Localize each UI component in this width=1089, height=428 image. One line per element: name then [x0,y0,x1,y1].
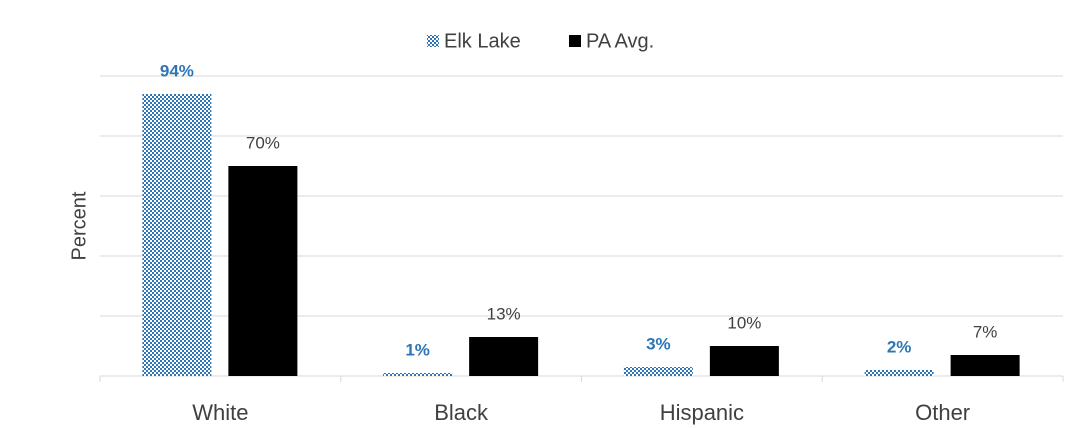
data-label: 94% [160,61,194,80]
bar [950,355,1020,376]
data-label: 10% [727,313,761,332]
bar [709,346,779,376]
data-label: 13% [487,304,521,323]
bar [864,370,934,376]
data-label: 70% [246,133,280,152]
x-tick-label: Other [915,400,970,425]
data-label: 2% [887,337,912,356]
legend-label: Elk Lake [444,30,521,52]
bar [142,94,212,376]
bar [228,166,298,376]
legend-swatch [427,35,439,47]
bar [623,367,693,376]
y-axis-label: Percent [68,191,90,260]
x-tick-label: Black [434,400,489,425]
bar [469,337,539,376]
legend-swatch [569,35,581,47]
x-tick-label: Hispanic [660,400,744,425]
data-label: 3% [646,334,671,353]
data-label: 1% [405,340,430,359]
legend-label: PA Avg. [586,30,654,52]
data-label: 7% [973,322,998,341]
x-tick-label: White [192,400,248,425]
bar [383,373,453,376]
